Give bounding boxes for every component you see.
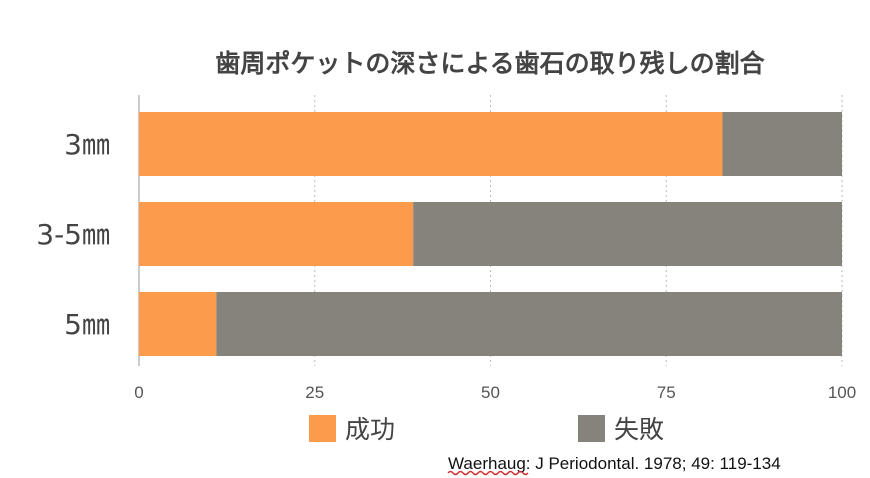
bar-success-0: [139, 112, 723, 176]
bar-failure-1: [413, 202, 842, 266]
chart-title: 歯周ポケットの深さによる歯石の取り残しの割合: [215, 49, 765, 78]
legend-swatch: [309, 415, 336, 442]
bars: [139, 112, 842, 356]
spellcheck-underline: [447, 470, 529, 476]
legend: 成功 失敗: [309, 415, 664, 444]
bar-success-2: [139, 292, 217, 356]
x-tick-label: 25: [305, 383, 324, 402]
bar-failure-0: [722, 112, 842, 176]
x-tick-label: 50: [481, 383, 500, 402]
category-label: 3㎜: [64, 128, 110, 161]
x-tick-label: 75: [657, 383, 676, 402]
category-label: 5㎜: [64, 308, 110, 341]
legend-label: 成功: [345, 415, 395, 444]
x-tick-labels: 0 25 50 75 100: [134, 383, 856, 402]
x-tick-label: 0: [134, 383, 143, 402]
category-label: 3-5㎜: [36, 218, 110, 251]
bar-success-1: [139, 202, 414, 266]
legend-swatch: [578, 415, 605, 442]
legend-label: 失敗: [614, 415, 664, 444]
x-tick-label: 100: [828, 383, 856, 402]
citation: Waerhaug: J Periodontal. 1978; 49: 119-1…: [448, 454, 781, 473]
bar-failure-2: [216, 292, 842, 356]
category-labels: 3㎜ 3-5㎜ 5㎜: [36, 128, 110, 341]
